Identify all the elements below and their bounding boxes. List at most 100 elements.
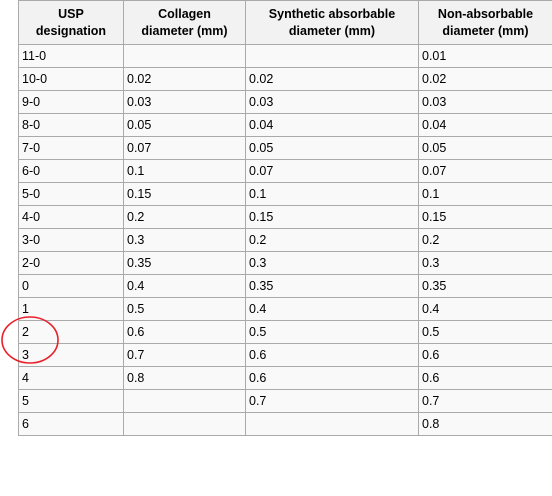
usp-designation-cell: 3 [18, 343, 124, 367]
diameter-cell: 0.03 [245, 90, 419, 114]
usp-designation-cell: 4-0 [18, 205, 124, 229]
usp-designation-cell: 11-0 [18, 44, 124, 68]
diameter-cell: 0.6 [418, 366, 552, 390]
diameter-cell: 0.02 [123, 67, 246, 91]
diameter-cell [245, 412, 419, 436]
header-synthetic-absorbable-diameter: Synthetic absorbable diameter (mm) [245, 0, 419, 45]
header-label-line: designation [35, 23, 107, 38]
usp-designation-cell: 1 [18, 297, 124, 321]
usp-designation-cell: 10-0 [18, 67, 124, 91]
diameter-cell [245, 44, 419, 68]
table-row: 5 0.7 0.7 [18, 389, 552, 413]
table-row: 0 0.4 0.35 0.35 [18, 274, 552, 298]
diameter-cell: 0.35 [418, 274, 552, 298]
diameter-cell: 0.2 [418, 228, 552, 252]
diameter-cell: 0.05 [418, 136, 552, 160]
table-row: 8-0 0.05 0.04 0.04 [18, 113, 552, 137]
usp-designation-cell: 3-0 [18, 228, 124, 252]
suture-size-table: USP designation Collagen diameter (mm) S… [18, 0, 552, 436]
usp-designation-cell: 0 [18, 274, 124, 298]
usp-designation-cell: 4 [18, 366, 124, 390]
diameter-cell: 0.5 [123, 297, 246, 321]
diameter-cell: 0.01 [418, 44, 552, 68]
header-label-line: diameter (mm) [442, 23, 529, 38]
diameter-cell: 0.15 [123, 182, 246, 206]
diameter-cell: 0.7 [245, 389, 419, 413]
suture-size-table-container: USP designation Collagen diameter (mm) S… [18, 0, 552, 496]
diameter-cell: 0.35 [123, 251, 246, 275]
header-label-line: USP [58, 6, 84, 21]
diameter-cell: 0.03 [418, 90, 552, 114]
diameter-cell: 0.6 [418, 343, 552, 367]
header-non-absorbable-diameter: Non-absorbable diameter (mm) [418, 0, 552, 45]
usp-designation-cell: 6-0 [18, 159, 124, 183]
diameter-cell [123, 412, 246, 436]
diameter-cell: 0.04 [418, 113, 552, 137]
table-row: 3 0.7 0.6 0.6 [18, 343, 552, 367]
usp-designation-cell: 5-0 [18, 182, 124, 206]
diameter-cell: 0.6 [245, 366, 419, 390]
header-usp-designation: USP designation [18, 0, 124, 45]
diameter-cell: 0.3 [245, 251, 419, 275]
table-row: 6 0.8 [18, 412, 552, 436]
diameter-cell: 0.15 [418, 205, 552, 229]
table-row: 2 0.6 0.5 0.5 [18, 320, 552, 344]
diameter-cell: 0.07 [245, 159, 419, 183]
diameter-cell [123, 389, 246, 413]
header-label-line: diameter (mm) [288, 23, 376, 38]
diameter-cell: 0.02 [245, 67, 419, 91]
diameter-cell: 0.07 [418, 159, 552, 183]
table-row: 6-0 0.1 0.07 0.07 [18, 159, 552, 183]
usp-designation-cell: 9-0 [18, 90, 124, 114]
table-row: 3-0 0.3 0.2 0.2 [18, 228, 552, 252]
diameter-cell: 0.2 [245, 228, 419, 252]
table-row: 7-0 0.07 0.05 0.05 [18, 136, 552, 160]
table-row: 10-0 0.02 0.02 0.02 [18, 67, 552, 91]
diameter-cell: 0.4 [418, 297, 552, 321]
usp-designation-cell: 8-0 [18, 113, 124, 137]
diameter-cell: 0.4 [245, 297, 419, 321]
header-label-line: Synthetic absorbable [268, 6, 396, 21]
diameter-cell: 0.6 [245, 343, 419, 367]
diameter-cell: 0.35 [245, 274, 419, 298]
diameter-cell: 0.07 [123, 136, 246, 160]
usp-designation-cell: 2 [18, 320, 124, 344]
diameter-cell: 0.4 [123, 274, 246, 298]
header-label-line: diameter (mm) [141, 23, 228, 38]
usp-designation-cell: 5 [18, 389, 124, 413]
diameter-cell [123, 44, 246, 68]
diameter-cell: 0.15 [245, 205, 419, 229]
table-row: 2-0 0.35 0.3 0.3 [18, 251, 552, 275]
table-row: 4 0.8 0.6 0.6 [18, 366, 552, 390]
usp-designation-cell: 2-0 [18, 251, 124, 275]
diameter-cell: 0.7 [123, 343, 246, 367]
table-row: 5-0 0.15 0.1 0.1 [18, 182, 552, 206]
table-row: 11-0 0.01 [18, 44, 552, 68]
diameter-cell: 0.3 [123, 228, 246, 252]
header-label-line: Non-absorbable [437, 6, 534, 21]
diameter-cell: 0.3 [418, 251, 552, 275]
header-collagen-diameter: Collagen diameter (mm) [123, 0, 246, 45]
diameter-cell: 0.6 [123, 320, 246, 344]
diameter-cell: 0.2 [123, 205, 246, 229]
header-row: USP designation Collagen diameter (mm) S… [18, 0, 552, 45]
diameter-cell: 0.1 [418, 182, 552, 206]
header-label-line: Collagen [158, 6, 211, 21]
diameter-cell: 0.5 [245, 320, 419, 344]
diameter-cell: 0.03 [123, 90, 246, 114]
diameter-cell: 0.7 [418, 389, 552, 413]
table-row: 1 0.5 0.4 0.4 [18, 297, 552, 321]
table-row: 9-0 0.03 0.03 0.03 [18, 90, 552, 114]
usp-designation-cell: 7-0 [18, 136, 124, 160]
diameter-cell: 0.05 [123, 113, 246, 137]
table-row: 4-0 0.2 0.15 0.15 [18, 205, 552, 229]
table-body: 11-0 0.01 10-0 0.02 0.02 0.02 9-0 0.03 0.03 0.03 8… [18, 44, 552, 436]
diameter-cell: 0.1 [245, 182, 419, 206]
diameter-cell: 0.8 [123, 366, 246, 390]
diameter-cell: 0.02 [418, 67, 552, 91]
diameter-cell: 0.04 [245, 113, 419, 137]
diameter-cell: 0.5 [418, 320, 552, 344]
diameter-cell: 0.05 [245, 136, 419, 160]
diameter-cell: 0.8 [418, 412, 552, 436]
usp-designation-cell: 6 [18, 412, 124, 436]
